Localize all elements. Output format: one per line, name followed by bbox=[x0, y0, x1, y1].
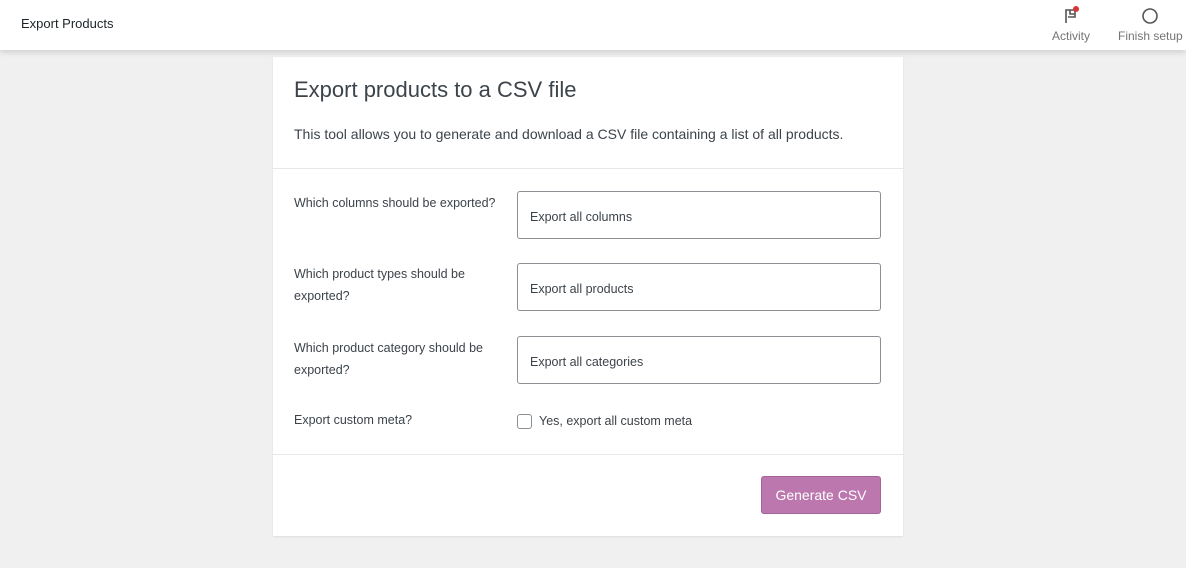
columns-select[interactable]: Export all columns bbox=[517, 191, 881, 239]
generate-csv-button[interactable]: Generate CSV bbox=[761, 476, 881, 514]
circle-icon bbox=[1142, 8, 1159, 24]
divider bbox=[273, 168, 903, 169]
custom-meta-label: Export custom meta? bbox=[294, 413, 413, 427]
card-description: This tool allows you to generate and dow… bbox=[294, 126, 844, 142]
page-title: Export Products bbox=[21, 16, 114, 31]
flag-icon bbox=[1065, 6, 1079, 23]
columns-label: Which columns should be exported? bbox=[294, 196, 496, 210]
export-card: Export products to a CSV file This tool … bbox=[273, 57, 903, 536]
finish-setup-button[interactable]: Finish setup bbox=[1118, 6, 1183, 43]
top-bar: Export Products Activity Finish setup bbox=[0, 0, 1186, 50]
activity-button[interactable]: Activity bbox=[1052, 6, 1090, 43]
product-types-label: Which product types should be exported? bbox=[294, 267, 465, 303]
category-label: Which product category should be exporte… bbox=[294, 341, 483, 377]
product-types-select[interactable]: Export all products bbox=[517, 263, 881, 311]
card-title: Export products to a CSV file bbox=[294, 77, 577, 102]
divider bbox=[273, 454, 903, 455]
category-select[interactable]: Export all categories bbox=[517, 336, 881, 384]
custom-meta-checkbox[interactable] bbox=[517, 414, 532, 429]
custom-meta-checkbox-label[interactable]: Yes, export all custom meta bbox=[539, 414, 693, 428]
